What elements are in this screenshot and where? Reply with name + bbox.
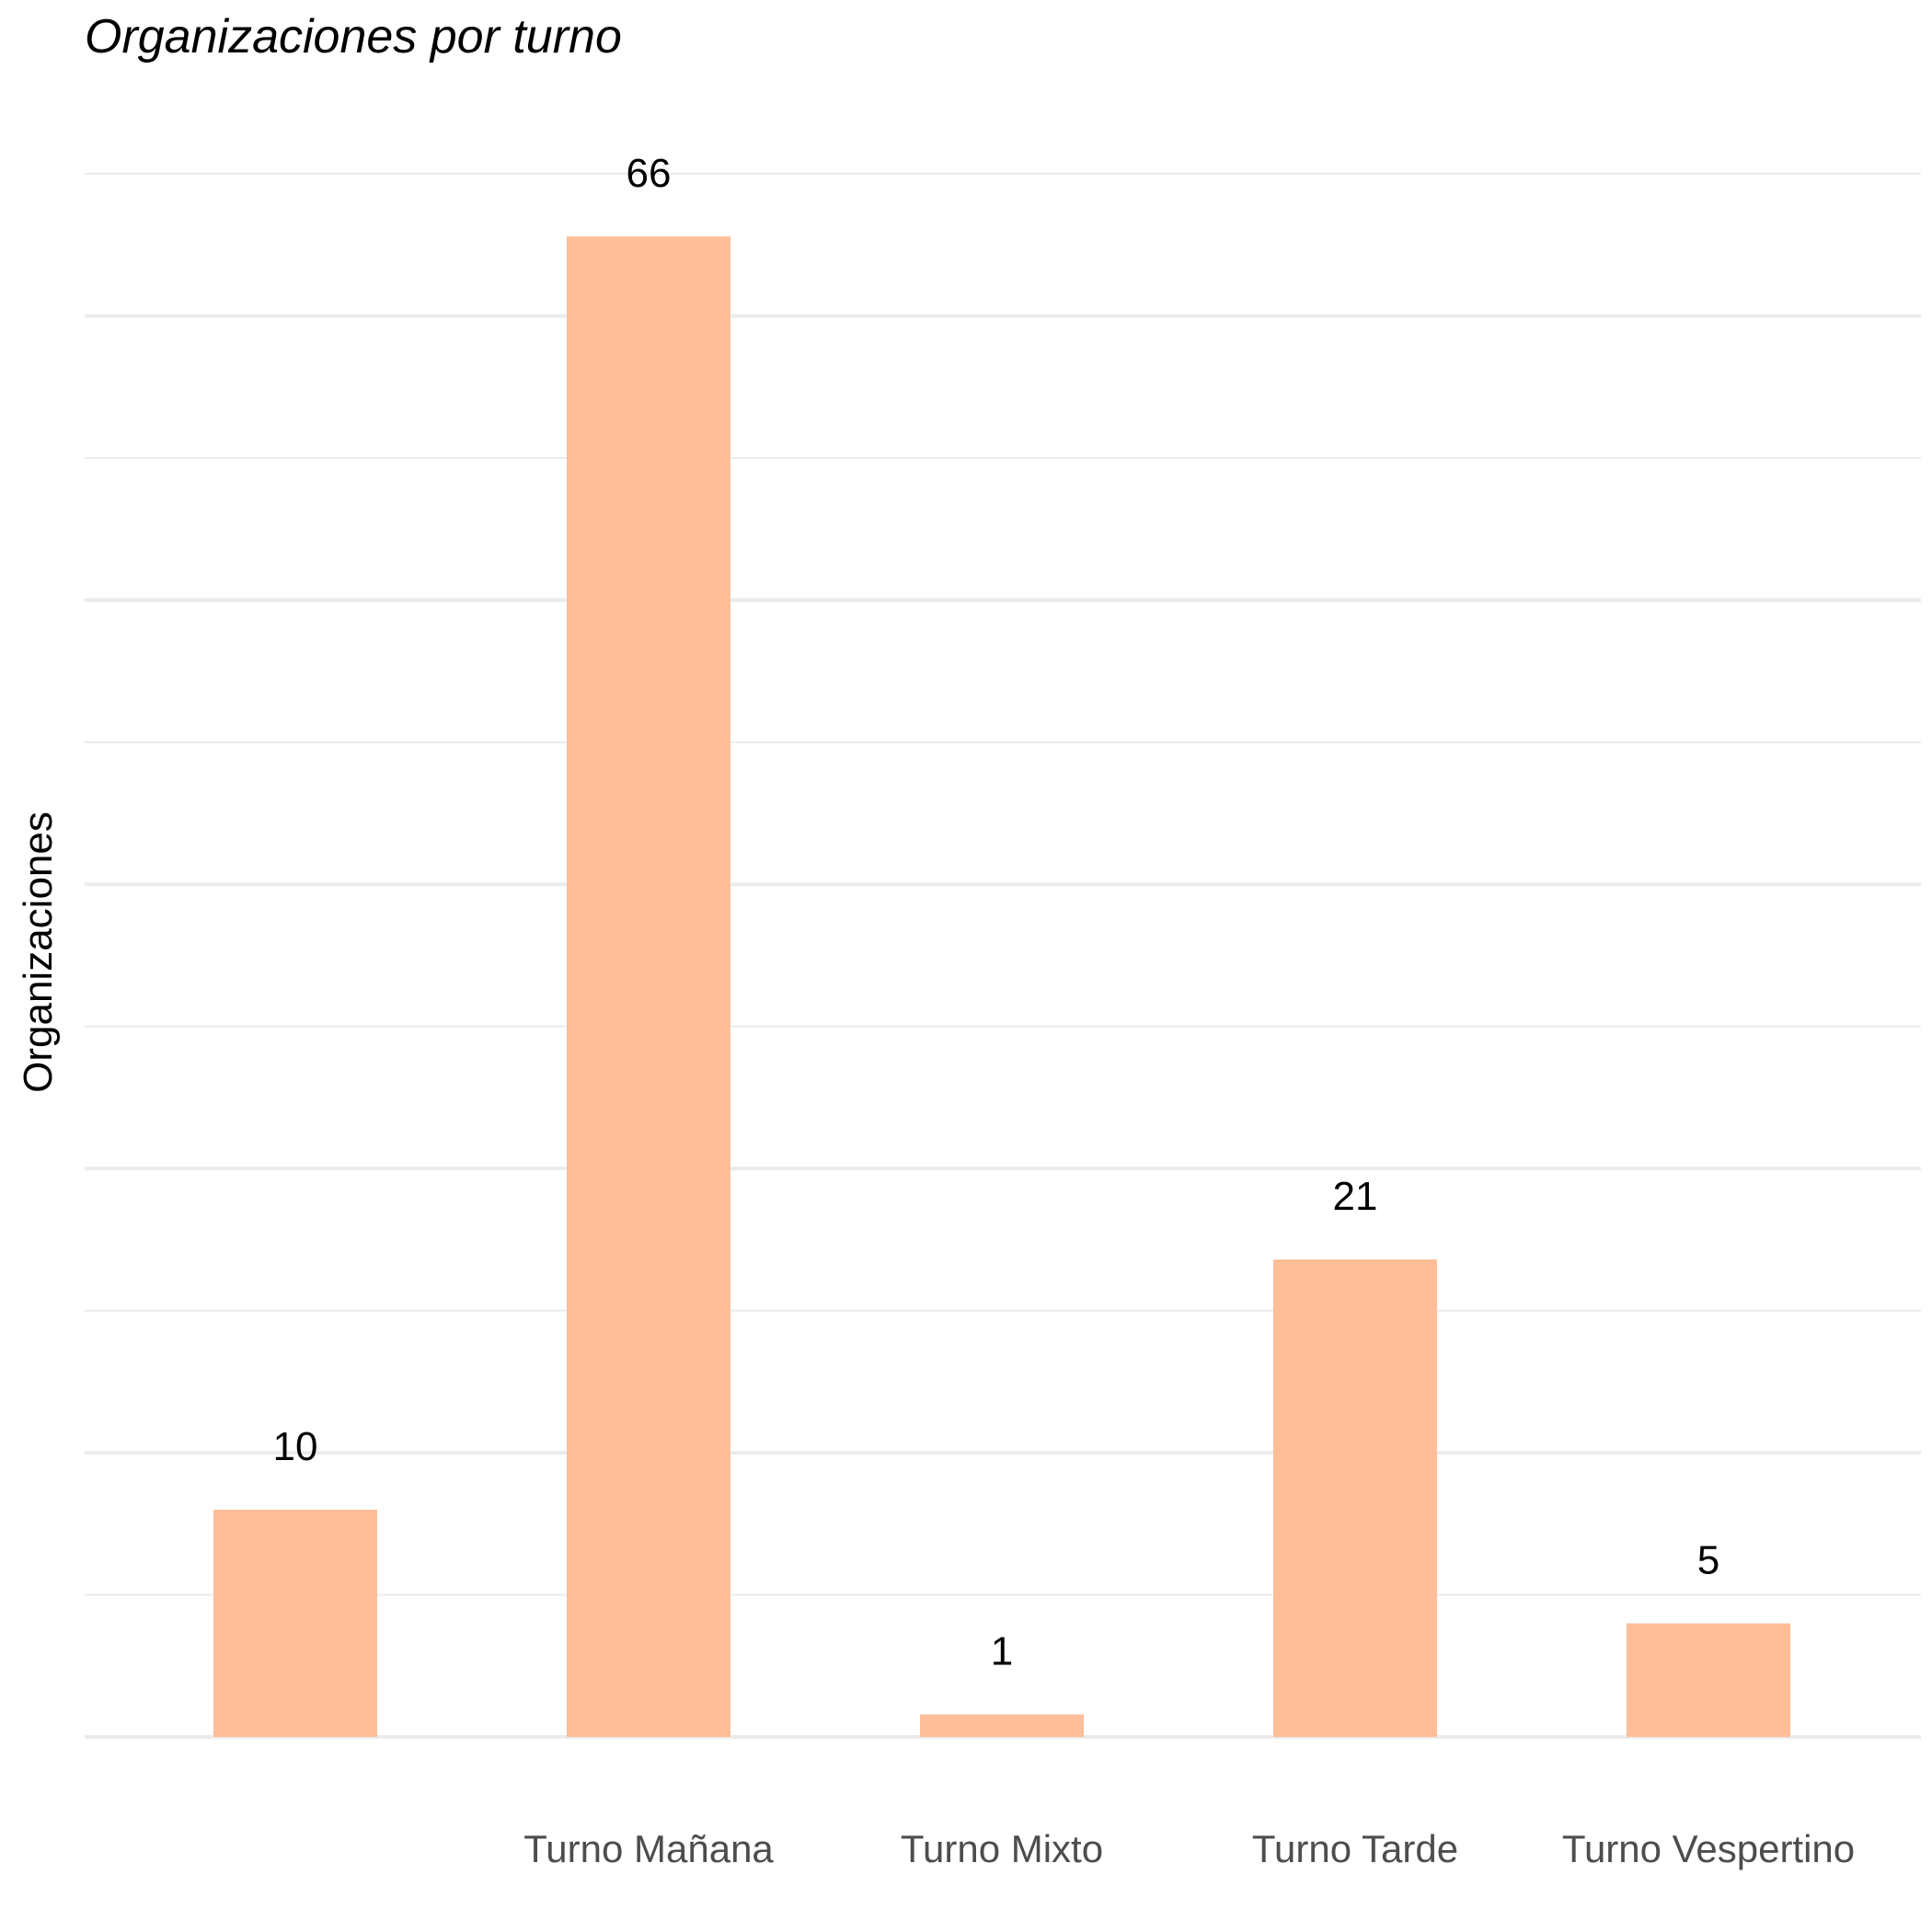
- chart-title: Organizaciones por turno: [85, 10, 622, 63]
- x-tick-label-3: Turno Tarde: [1252, 1827, 1458, 1870]
- x-tick-label-1: Turno Mañana: [523, 1827, 774, 1870]
- data-label-2: 1: [991, 1628, 1013, 1673]
- data-label-1: 66: [627, 151, 672, 196]
- data-label-3: 21: [1333, 1174, 1378, 1219]
- bar-2: [920, 1714, 1084, 1737]
- bar-0: [213, 1509, 377, 1737]
- data-label-0: 10: [273, 1424, 318, 1469]
- x-tick-labels: Turno Mañana Turno Mixto Turno Tarde Turno …: [523, 1827, 1855, 1870]
- bar-3: [1273, 1259, 1437, 1737]
- bar-1: [567, 236, 730, 1737]
- x-tick-label-2: Turno Mixto: [901, 1827, 1103, 1870]
- bar-4: [1627, 1623, 1790, 1737]
- data-label-4: 5: [1697, 1537, 1719, 1582]
- x-tick-label-4: Turno Vespertino: [1562, 1827, 1855, 1870]
- gridlines: [85, 172, 1921, 1739]
- data-labels: 10 66 1 21 5: [273, 151, 1720, 1673]
- bars: [213, 236, 1790, 1737]
